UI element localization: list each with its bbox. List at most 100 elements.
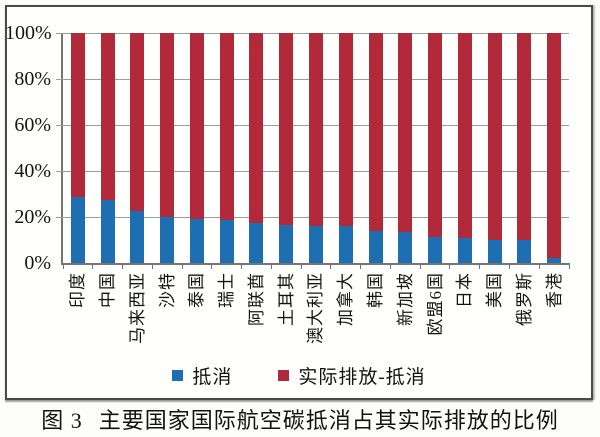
bar — [368, 33, 383, 263]
bar-offset-segment — [130, 211, 145, 263]
bar-emission-segment — [189, 33, 204, 220]
bar-slot — [361, 33, 391, 263]
bar — [189, 33, 204, 263]
bar-slot — [123, 33, 153, 263]
axis-tick — [300, 263, 302, 269]
bar-offset-segment — [457, 237, 472, 263]
x-axis-label-slot: 马来西亚 — [123, 272, 153, 358]
bar-emission-segment — [160, 33, 175, 217]
bar-offset-segment — [279, 225, 294, 263]
bar-emission-segment — [517, 33, 532, 240]
x-axis-label-slot: 俄罗斯 — [509, 272, 539, 358]
bar — [428, 33, 443, 263]
plot-area — [56, 33, 570, 269]
bar-emission-segment — [487, 33, 502, 240]
bar-offset-segment — [160, 217, 175, 263]
axis-tick — [62, 263, 64, 269]
axis-tick — [241, 263, 243, 269]
figure-number: 图 3 — [41, 408, 83, 433]
x-axis-label: 沙特 — [157, 272, 177, 308]
bar-slot — [271, 33, 301, 263]
bar-slot — [331, 33, 361, 263]
x-axis-label-slot: 泰国 — [182, 272, 212, 358]
bar-emission-segment — [368, 33, 383, 231]
bar — [249, 33, 264, 263]
x-axis-label-slot: 日本 — [450, 272, 480, 358]
legend-label-emission-minus-offset: 实际排放-抵消 — [298, 366, 426, 388]
axis-tick — [419, 263, 421, 269]
x-axis-label: 加拿大 — [336, 272, 356, 326]
bar — [487, 33, 502, 263]
legend-item-offset: 抵消 — [172, 362, 232, 389]
bar-emission-segment — [100, 33, 115, 200]
x-axis-label: 香港 — [544, 272, 564, 308]
bar-offset-segment — [308, 226, 323, 263]
y-axis-tick-label: 0% — [24, 252, 51, 274]
x-axis-label: 土耳其 — [276, 272, 296, 326]
bar-emission-segment — [308, 33, 323, 227]
bar — [219, 33, 234, 263]
y-axis-tick-label: 20% — [14, 206, 51, 228]
bar-slot — [390, 33, 420, 263]
legend-swatch-offset — [172, 369, 184, 381]
bar-slot — [301, 33, 331, 263]
axis-tick — [568, 263, 570, 269]
bar-slot — [63, 33, 93, 263]
axis-tick — [330, 263, 332, 269]
x-axis-label-slot: 欧盟6国 — [420, 272, 450, 358]
bar-emission-segment — [279, 33, 294, 226]
y-axis: 0% 20% 40% 60% 80% 100% — [5, 5, 57, 400]
axis-tick — [211, 263, 213, 269]
bar — [517, 33, 532, 263]
x-axis-label-slot: 韩国 — [361, 272, 391, 358]
x-axis-label: 日本 — [455, 272, 475, 308]
axis-tick — [270, 263, 272, 269]
axis-tick — [479, 263, 481, 269]
x-axis-label: 俄罗斯 — [514, 272, 534, 326]
axis-tick — [449, 263, 451, 269]
bar-offset-segment — [428, 236, 443, 263]
bar-emission-segment — [130, 33, 145, 212]
bar-emission-segment — [428, 33, 443, 237]
x-axis-label-slot: 瑞士 — [212, 272, 242, 358]
bar-slot — [450, 33, 480, 263]
legend: 抵消 实际排放-抵消 — [5, 361, 593, 389]
axis-tick — [389, 263, 391, 269]
bar-offset-segment — [189, 219, 204, 263]
bar-slot — [182, 33, 212, 263]
legend-item-emission-minus-offset: 实际排放-抵消 — [278, 362, 425, 389]
x-axis-label: 美国 — [485, 272, 505, 308]
x-axis-label: 澳大利亚 — [306, 272, 326, 344]
axis-tick — [122, 263, 124, 269]
axis-tick — [181, 263, 183, 269]
bar-offset-segment — [517, 240, 532, 263]
bar-offset-segment — [547, 258, 562, 263]
bar-slot — [420, 33, 450, 263]
bar-slot — [212, 33, 242, 263]
legend-swatch-emission-minus-offset — [278, 369, 290, 381]
bar-offset-segment — [100, 199, 115, 263]
x-axis-label: 韩国 — [366, 272, 386, 308]
y-axis-tick-label: 60% — [14, 114, 51, 136]
x-axis-label: 阿联酋 — [246, 272, 266, 326]
bar-slot — [242, 33, 272, 263]
axis-tick — [360, 263, 362, 269]
bar-slot — [480, 33, 510, 263]
x-axis-label: 泰国 — [187, 272, 207, 308]
bar-offset-segment — [219, 220, 234, 263]
axis-tick — [508, 263, 510, 269]
x-axis-label: 欧盟6国 — [425, 272, 445, 336]
bar-slot — [539, 33, 569, 263]
bar-emission-segment — [398, 33, 413, 232]
bar-emission-segment — [249, 33, 264, 223]
x-axis: 印度 中国 马来西亚 沙特 泰国 瑞士 阿联酋 土耳其 澳大利亚 加拿大 韩国 新加坡 欧盟6国 日本 美国… — [63, 272, 569, 358]
bar-offset-segment — [338, 226, 353, 263]
figure-frame: 0% 20% 40% 60% 80% 100% 印度 中国 马来西亚 沙特 泰国 瑞士 阿联酋 土耳其澳… — [5, 5, 593, 400]
axis-tick — [538, 263, 540, 269]
axis-tick — [151, 263, 153, 269]
x-axis-label-slot: 美国 — [480, 272, 510, 358]
legend-label-offset: 抵消 — [192, 366, 233, 388]
bar-offset-segment — [249, 222, 264, 263]
bar — [279, 33, 294, 263]
bar-emission-segment — [70, 33, 85, 198]
